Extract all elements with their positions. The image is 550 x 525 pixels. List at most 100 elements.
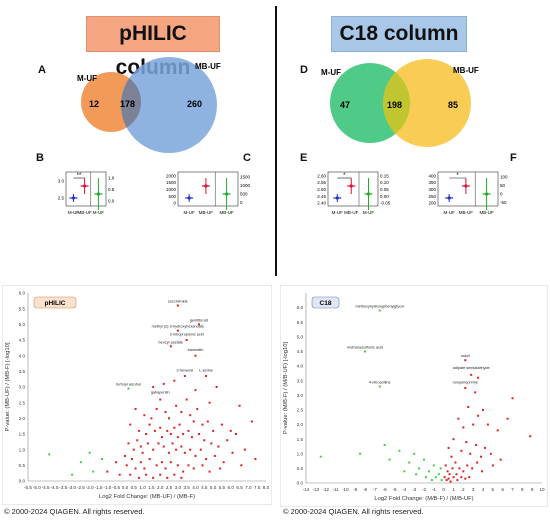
- volcano-c18-annotation: uracil: [461, 354, 470, 358]
- volcano-philic-up-point: [168, 417, 171, 420]
- volcano-philic-x-tick: 5.5: [219, 485, 226, 490]
- volcano-philic-y-tick: 0.0: [19, 479, 26, 484]
- volcano-philic-x-tick: 0.0: [122, 485, 129, 490]
- panel-letter-f: F: [510, 152, 517, 164]
- volcano-philic-up-point: [185, 339, 188, 341]
- volcano-philic-x-tick: 7.5: [254, 485, 261, 490]
- volcano-philic-up-point: [198, 433, 201, 435]
- volcano-philic-up-point: [153, 429, 156, 432]
- volcano-philic-up-point: [205, 458, 208, 461]
- panel-b-sig-star: **: [77, 173, 82, 179]
- volcano-philic-y-tick: 3.0: [19, 385, 26, 390]
- venn-a-label-muf: M-UF: [77, 74, 97, 83]
- panel-c-left-tick: 0: [173, 201, 176, 206]
- panel-f-mean-point: [485, 192, 489, 196]
- volcano-philic-up-point: [243, 448, 246, 451]
- volcano-c18-up-point: [454, 461, 457, 464]
- volcano-c18-down-point: [418, 467, 421, 470]
- venn-d-label-mbuf: MB-UF: [453, 66, 479, 75]
- volcano-philic-up-point: [208, 470, 211, 473]
- volcano-philic-up-point: [131, 458, 134, 461]
- volcano-c18-annotation: adipate semialdehyde: [453, 366, 490, 370]
- volcano-c18-x-tick: -11: [332, 487, 339, 492]
- volcano-philic-down-point: [71, 473, 74, 476]
- volcano-c18-x-tick: -2: [422, 487, 427, 492]
- volcano-plot-philic: -5.5 -5.0 -4.5 -4.0 -3.5 -3.0 -2.5 -2.0 -1.5 -1.0…: [2, 285, 272, 505]
- volcano-c18-x-tick: -8: [363, 487, 368, 492]
- panel-e-left-tick: 2.45: [317, 194, 326, 199]
- venn-d-label-muf: M-UF: [321, 68, 341, 77]
- panel-c-mean-point: [187, 196, 191, 200]
- volcano-c18-up-point: [464, 387, 467, 389]
- volcano-c18-up-point: [458, 467, 461, 470]
- volcano-c18-down-point: [427, 470, 430, 473]
- volcano-philic-x-tick: 3.5: [183, 485, 190, 490]
- volcano-philic-up-point: [206, 420, 209, 423]
- volcano-philic-up-point: [125, 464, 128, 467]
- panel-f-right-tick: 0: [500, 191, 503, 196]
- volcano-philic-up-point: [226, 439, 229, 442]
- volcano-philic-up-point: [192, 467, 195, 470]
- panel-b-category-label: M-UF: [93, 210, 104, 215]
- volcano-c18-up-point: [464, 359, 467, 362]
- volcano-philic-up-point: [235, 433, 238, 435]
- panel-letter-d: D: [300, 64, 308, 76]
- volcano-philic-down-point: [101, 458, 104, 461]
- panel-e-right-tick: 0.10: [380, 180, 389, 185]
- volcano-c18-down-point: [430, 479, 433, 482]
- volcano-philic-up-point: [152, 386, 155, 388]
- panel-b-right-tick: 1.0: [108, 176, 115, 181]
- volcano-c18-down-point: [359, 452, 362, 455]
- volcano-philic-up-point: [189, 414, 192, 417]
- volcano-philic-up-point: [229, 429, 232, 432]
- volcano-philic-up-point: [148, 458, 151, 461]
- volcano-philic-x-tick: 8.0: [263, 485, 270, 490]
- venn-d-circle-mbuf: [383, 59, 471, 147]
- volcano-philic-up-point: [139, 445, 142, 448]
- volcano-philic-x-tick: 1.0: [139, 485, 146, 490]
- volcano-philic-up-point: [176, 464, 179, 467]
- panel-b-category-label: M-UF: [68, 210, 79, 215]
- volcano-philic-y-tick: 2.0: [19, 416, 26, 421]
- volcano-philic-x-tick: -5.0: [33, 485, 41, 490]
- volcano-philic-up-point: [240, 464, 243, 467]
- volcano-philic-x-tick: 7.0: [245, 485, 252, 490]
- volcano-c18-title: C18: [320, 300, 332, 307]
- panel-e-mean-point: [335, 196, 339, 200]
- volcano-c18-up-point: [445, 479, 448, 482]
- volcano-c18-annotation: 4-nitroaniline: [369, 381, 391, 385]
- volcano-c18-down-point: [439, 467, 442, 470]
- panel-e-category-label: M-UF: [332, 210, 343, 215]
- panel-b-left-tick: 3.0: [58, 179, 65, 184]
- volcano-c18-down-point: [403, 470, 406, 473]
- panel-f-mean-point: [464, 184, 468, 188]
- volcano-philic-up-point: [180, 445, 183, 448]
- volcano-philic-up-point: [138, 429, 141, 432]
- volcano-c18-x-tick: -13: [313, 487, 320, 492]
- volcano-philic-up-point: [171, 442, 174, 445]
- volcano-philic-up-point: [222, 461, 225, 464]
- volcano-philic-frame: [2, 285, 272, 505]
- volcano-philic-up-point: [182, 433, 185, 435]
- volcano-c18-x-tick: -1: [432, 487, 437, 492]
- volcano-c18-up-point: [466, 464, 469, 467]
- panel-c-left-tick: 1000: [166, 187, 177, 192]
- panel-c-mean-point: [225, 192, 229, 196]
- panel-e-category-label: MB-UF: [344, 210, 358, 215]
- panel-e-category-label: M-UF: [363, 210, 374, 215]
- volcano-c18-up-point: [456, 479, 459, 482]
- venn-a-intersection: 178: [120, 99, 135, 109]
- volcano-philic-up-point: [141, 451, 144, 454]
- volcano-c18-x-tick: -14: [303, 487, 310, 492]
- volcano-philic-up-point: [139, 461, 142, 464]
- volcano-c18-down-point: [434, 476, 437, 479]
- panel-f-category-label: MB-UF: [459, 210, 473, 215]
- panel-c-right-tick: 500: [240, 191, 248, 196]
- volcano-philic-up-point: [183, 375, 186, 378]
- dot-plot-c: 2000 1500 1000 500 0 1500 1000 500 0 M-UF MB-UF MB-…: [166, 171, 251, 215]
- volcano-philic-y-tick: 6.0: [19, 291, 26, 296]
- volcano-c18-up-point: [477, 376, 480, 379]
- volcano-c18-down-point: [383, 444, 386, 446]
- venn-d-only-muf: 47: [340, 100, 350, 110]
